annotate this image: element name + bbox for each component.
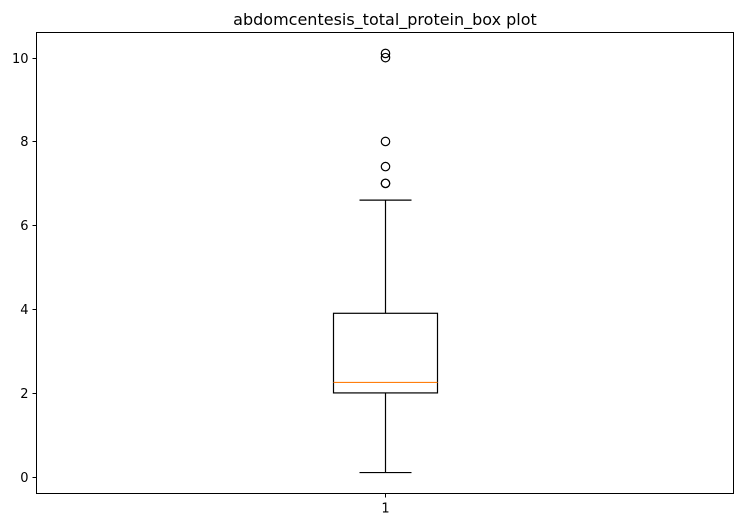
outlier-point <box>380 161 391 172</box>
x-tick-label: 1 <box>381 502 389 517</box>
y-tick-label: 4 <box>20 303 28 318</box>
outlier-point <box>380 52 391 63</box>
iqr-box <box>332 312 439 394</box>
y-tick-label: 10 <box>12 52 29 67</box>
outlier-point <box>380 178 391 189</box>
y-tick-label: 6 <box>20 219 28 234</box>
outlier-point <box>380 136 391 147</box>
boxes-layer <box>332 48 439 474</box>
chart-title: abdomcentesis_total_protein_box plot <box>233 10 537 30</box>
y-tick-label: 0 <box>20 471 28 486</box>
y-tick-label: 8 <box>20 135 28 150</box>
y-axis: 0 2 4 6 8 10 <box>12 52 37 486</box>
y-tick-label: 2 <box>20 387 28 402</box>
x-axis: 1 <box>381 493 390 517</box>
outlier-point <box>380 48 391 59</box>
